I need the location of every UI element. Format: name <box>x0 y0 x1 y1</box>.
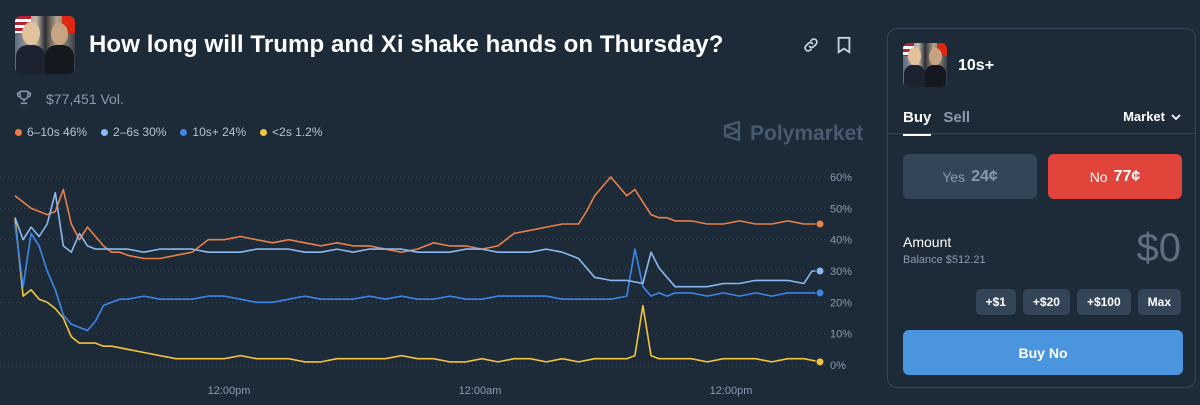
market-title: How long will Trump and Xi shake hands o… <box>89 31 724 58</box>
no-button[interactable]: No 77¢ <box>1048 154 1182 199</box>
x-tick-label: 12:00pm <box>208 385 251 397</box>
max-button[interactable]: Max <box>1137 289 1181 315</box>
trade-panel: 10s+ Buy Sell Market Yes 24¢ No 77¢ Amount… <box>887 28 1196 388</box>
series-line-2 <box>14 191 820 288</box>
tab-sell[interactable]: Sell <box>943 109 971 126</box>
y-tick-label: 20% <box>830 297 852 309</box>
outcome-thumbnail <box>903 43 947 87</box>
buy-no-button[interactable]: Buy No <box>903 330 1183 375</box>
price-chart[interactable]: 60% 50% 40% 30% 20% 10% 0% 12:00pm 12:00am 12:00p… <box>0 160 870 405</box>
polymarket-logo-icon <box>722 120 742 148</box>
series-line-4 <box>14 217 821 363</box>
volume-text: $77,451 Vol. <box>46 90 124 107</box>
series-end-marker <box>815 219 825 229</box>
add-20-button[interactable]: +$20 <box>1022 289 1070 315</box>
series-end-marker <box>815 288 825 298</box>
y-tick-label: 60% <box>830 172 852 184</box>
series-end-marker <box>815 266 825 276</box>
legend-item: 6–10s 46% <box>15 125 87 139</box>
market-thumbnail <box>15 16 75 74</box>
link-icon[interactable] <box>800 34 822 56</box>
legend-item: 2–6s 30% <box>101 125 166 139</box>
outcome-name: 10s+ <box>958 57 995 74</box>
chart-legend: 6–10s 46% 2–6s 30% 10s+ 24% <2s 1.2% <box>15 125 323 139</box>
bookmark-icon[interactable] <box>833 34 855 56</box>
series-line-1 <box>14 176 820 260</box>
series-end-marker <box>815 357 825 367</box>
tab-divider <box>888 133 1195 134</box>
y-tick-label: 10% <box>830 329 852 341</box>
y-tick-label: 30% <box>830 266 852 278</box>
amount-input[interactable]: $0 <box>1136 226 1182 270</box>
legend-item: <2s 1.2% <box>260 125 323 139</box>
legend-item: 10s+ 24% <box>180 125 246 139</box>
volume-row: $77,451 Vol. <box>16 89 124 108</box>
add-1-button[interactable]: +$1 <box>975 289 1016 315</box>
yes-button[interactable]: Yes 24¢ <box>903 154 1037 199</box>
y-tick-label: 0% <box>830 360 846 372</box>
y-tick-label: 50% <box>830 203 852 215</box>
trophy-icon <box>16 89 32 108</box>
order-type-dropdown[interactable]: Market <box>1123 109 1181 124</box>
polymarket-watermark: Polymarket <box>722 120 863 148</box>
series-line-3 <box>14 223 820 332</box>
y-tick-label: 40% <box>830 235 852 247</box>
tab-buy[interactable]: Buy <box>903 109 932 136</box>
balance-text: Balance $512.21 <box>903 254 986 266</box>
chevron-down-icon <box>1171 113 1181 120</box>
x-tick-label: 12:00pm <box>710 385 753 397</box>
x-tick-label: 12:00am <box>459 385 502 397</box>
add-100-button[interactable]: +$100 <box>1076 289 1131 315</box>
amount-label: Amount <box>903 234 952 250</box>
